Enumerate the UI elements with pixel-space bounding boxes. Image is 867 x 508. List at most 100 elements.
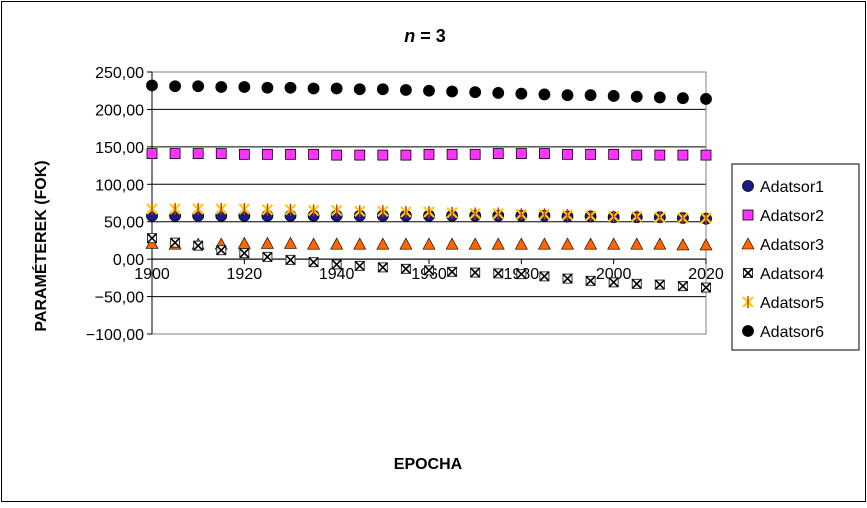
marker-shape [700,149,712,161]
marker-shape [631,149,643,161]
marker-shape [653,237,667,250]
data-point [470,267,481,278]
marker-shape [400,149,412,161]
legend-marker [742,267,754,279]
y-tick-label: 150,00 [95,140,144,157]
marker-shape [169,80,181,93]
data-point [699,238,713,251]
data-point [423,205,435,218]
marker-shape [699,238,713,251]
data-point [399,237,413,250]
marker-shape [469,86,482,99]
data-point [376,237,390,250]
data-point [169,148,181,159]
data-point [630,90,643,103]
data-point [193,240,204,251]
data-point [285,254,296,265]
legend-label: Adatsor3 [760,237,824,254]
marker-shape [423,265,435,276]
marker-shape [584,237,598,250]
data-point [516,269,527,280]
x-tick-label: 1920 [227,266,263,283]
data-point [537,237,551,250]
data-point [146,233,158,244]
data-point [238,148,250,160]
legend-label: Adatsor1 [760,179,824,196]
legend-marker [741,237,755,250]
data-point [284,203,297,216]
data-point [308,148,319,160]
marker-shape [516,269,527,280]
data-point [169,80,181,93]
data-point [238,202,251,215]
data-point [215,148,227,159]
data-point [607,90,620,102]
legend-marker [742,180,754,192]
series-adatsor4 [146,233,712,293]
data-point [677,281,688,292]
y-tick-label: −100,00 [86,327,144,344]
data-point [585,275,596,286]
data-point [539,148,550,159]
marker-shape [330,82,343,95]
chart-title-variable: n [404,26,415,46]
marker-shape [400,263,411,274]
marker-shape [330,237,344,250]
data-point [260,236,274,249]
marker-shape [468,237,482,250]
chart-title: n = 3 [404,26,446,46]
marker-shape [630,90,643,103]
marker-shape [515,87,528,100]
data-point [283,236,298,249]
data-point [608,148,620,160]
data-point [400,205,412,218]
marker-shape [561,89,574,102]
data-point [377,262,388,273]
marker-shape [631,278,642,289]
data-point [515,208,528,221]
series-adatsor6 [146,79,712,105]
data-point [146,79,158,92]
marker-shape [170,237,181,248]
marker-shape [654,279,665,290]
data-point [446,85,458,98]
marker-shape [469,148,481,160]
data-point [654,149,666,161]
data-point [446,148,458,160]
legend: Adatsor1 Adatsor2 Adatsor3 Adatsor4 Adatsor5… [731,163,860,351]
data-point [423,148,435,160]
data-point [261,81,274,94]
marker-shape [470,267,481,278]
marker-shape [377,262,388,273]
marker-shape [654,149,666,161]
data-point [400,84,412,96]
data-point [239,248,250,259]
marker-shape [146,148,158,159]
data-point [538,88,551,101]
data-point [447,266,458,277]
data-point [354,149,366,161]
data-point [400,263,411,274]
marker-shape [146,79,158,92]
marker-shape [353,237,367,250]
data-point [377,149,389,161]
data-point [492,148,504,159]
marker-shape [700,93,712,105]
legend-marker [742,296,754,308]
marker-shape [262,251,273,262]
data-point [330,237,344,250]
legend-label: Adatsor5 [760,295,824,312]
marker-shape [585,148,596,160]
legend-label: Adatsor6 [760,324,824,341]
x-tick-label: 2020 [688,266,724,283]
marker-shape [630,237,644,250]
y-tick-label: −50,00 [95,290,144,307]
marker-shape [422,237,436,250]
y-tick-label: 200,00 [95,102,144,119]
marker-shape [585,275,596,286]
data-point [561,89,574,102]
data-point [262,148,273,160]
